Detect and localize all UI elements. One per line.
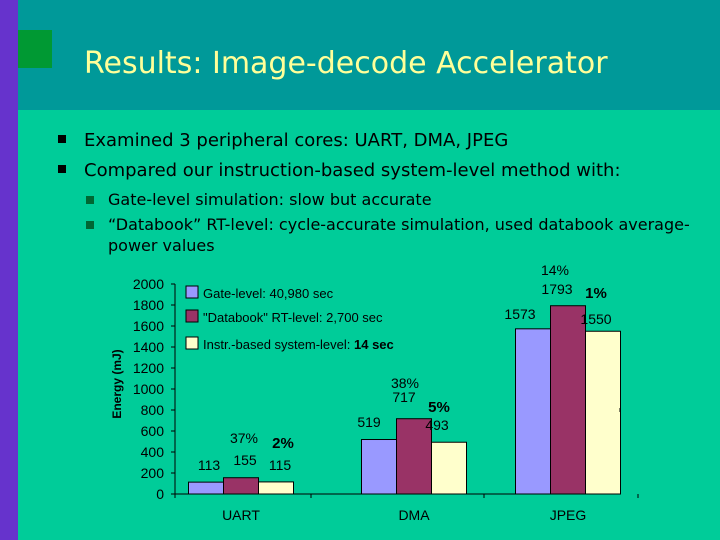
bullet-item: Compared our instruction-based system-le… bbox=[84, 160, 621, 181]
legend-box bbox=[182, 284, 459, 358]
instr-error-label: 1% bbox=[585, 285, 607, 302]
databook-error-label: 37% bbox=[230, 430, 258, 446]
bullet-marker bbox=[58, 135, 66, 143]
sub-bullet-marker bbox=[86, 221, 94, 229]
y-tick-label: 2000 bbox=[133, 276, 164, 292]
page-title: Results: Image-decode Accelerator bbox=[84, 46, 608, 81]
y-tick-label: 200 bbox=[141, 465, 165, 481]
bar bbox=[515, 328, 551, 495]
instr-error-label: 5% bbox=[428, 399, 450, 416]
bar bbox=[258, 481, 294, 495]
legend-entry: "Databook" RT-level: 2,700 sec bbox=[203, 310, 383, 325]
x-tick-label: JPEG bbox=[550, 507, 587, 523]
y-tick-label: 1000 bbox=[133, 381, 164, 397]
bar bbox=[188, 481, 224, 495]
y-tick-label: 1600 bbox=[133, 318, 164, 334]
y-axis-label: Energy (mJ) bbox=[110, 349, 124, 418]
legend-entry: Instr.-based system-level: 14 sec bbox=[203, 337, 394, 352]
databook-error-label: 14% bbox=[541, 262, 569, 278]
bullet-marker bbox=[58, 165, 66, 173]
y-tick-label: 1200 bbox=[133, 360, 164, 376]
y-tick-label: 0 bbox=[156, 486, 164, 502]
y-tick-label: 400 bbox=[141, 444, 165, 460]
accent-bar bbox=[0, 0, 18, 540]
data-label: 519 bbox=[357, 414, 381, 430]
data-label: 493 bbox=[425, 417, 449, 433]
legend-swatch bbox=[185, 336, 199, 350]
data-label: 1573 bbox=[504, 306, 535, 322]
data-label: 155 bbox=[233, 452, 257, 468]
bullet-item: Examined 3 peripheral cores: UART, DMA, … bbox=[84, 130, 509, 151]
title-band bbox=[18, 0, 720, 110]
sub-bullet-item: power values bbox=[108, 236, 215, 255]
bar bbox=[550, 305, 586, 495]
sub-bullet-marker bbox=[86, 196, 94, 204]
bar bbox=[223, 477, 259, 495]
databook-error-label: 38% bbox=[391, 375, 419, 391]
y-tick-label: 1400 bbox=[133, 339, 164, 355]
x-tick-label: DMA bbox=[398, 507, 430, 523]
instr-error-label: 2% bbox=[272, 435, 294, 452]
legend-swatch bbox=[185, 285, 199, 299]
bar bbox=[585, 330, 621, 495]
legend-swatch bbox=[185, 309, 199, 323]
data-label: 115 bbox=[269, 457, 292, 473]
legend-entry: Gate-level: 40,980 sec bbox=[203, 286, 334, 301]
sub-bullet-item: Gate-level simulation: slow but accurate bbox=[108, 190, 432, 209]
y-tick-label: 1800 bbox=[133, 297, 164, 313]
sub-bullet-item: “Databook” RT-level: cycle-accurate simu… bbox=[108, 215, 690, 234]
y-tick-label: 800 bbox=[141, 402, 165, 418]
y-tick-label: 600 bbox=[141, 423, 165, 439]
legend-entry-bold: 14 sec bbox=[354, 337, 394, 352]
data-label: 113 bbox=[198, 457, 221, 473]
data-label: 717 bbox=[392, 389, 416, 405]
corner-square bbox=[18, 30, 52, 68]
data-label: 1793 bbox=[541, 281, 572, 297]
data-label: 1550 bbox=[580, 311, 611, 327]
x-tick-label: UART bbox=[222, 507, 260, 523]
bar bbox=[431, 441, 467, 495]
bar bbox=[361, 439, 397, 495]
